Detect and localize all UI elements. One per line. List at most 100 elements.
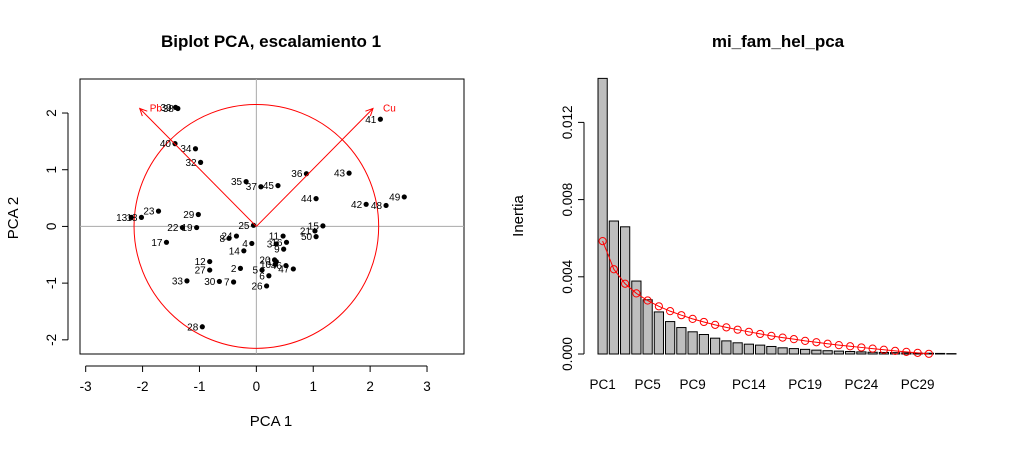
biplot-point (138, 214, 145, 220)
biplot-point-label: 13 (116, 213, 128, 224)
biplot-point (241, 248, 247, 254)
biplot-arrow-label: Pb (150, 103, 163, 114)
biplot-point-label: 17 (151, 238, 163, 249)
biplot-point-label: 5 (252, 266, 258, 277)
biplot-point-label: 12 (195, 257, 207, 268)
biplot-point-label: 9 (274, 245, 280, 256)
biplot-point (346, 170, 352, 176)
screeplot-bar (687, 331, 698, 355)
broken-stick-point (868, 344, 877, 353)
biplot-point-label: 32 (185, 158, 197, 169)
biplot-point-label: 27 (195, 266, 207, 277)
biplot-arrow (139, 108, 257, 227)
screeplot-x-tick-label: PC19 (788, 377, 822, 392)
screeplot-bar (833, 350, 844, 355)
biplot-y-tick-label: 0 (44, 223, 59, 231)
broken-stick-point (767, 331, 776, 340)
screeplot-bar (822, 350, 833, 355)
biplot-y-axis-label: PCA 2 (5, 197, 22, 240)
biplot-x-axis-label: PCA 1 (250, 413, 293, 430)
broken-stick-line (598, 236, 933, 358)
biplot-point (363, 201, 369, 207)
screeplot-bar (935, 352, 946, 355)
screeplot-x-tick-label: PC9 (679, 377, 705, 392)
screeplot-bar (811, 349, 822, 355)
broken-stick-point (823, 339, 832, 348)
biplot-point (266, 273, 272, 279)
broken-stick-point (891, 346, 900, 356)
broken-stick-point (677, 311, 686, 320)
broken-stick-point (632, 289, 641, 298)
broken-stick-point (699, 317, 708, 327)
screeplot-x-tick-label: PC29 (901, 377, 935, 392)
biplot-point-label: 42 (351, 200, 363, 211)
broken-stick-point (834, 341, 843, 350)
screeplot-bar (710, 337, 721, 355)
screeplot-bar (642, 299, 653, 355)
biplot-y-tick-label: -2 (44, 334, 59, 346)
biplot-point-label: 29 (183, 210, 195, 221)
screeplot-bar (732, 342, 743, 355)
broken-stick-point (711, 320, 720, 329)
biplot-point-label: 4 (242, 239, 248, 250)
biplot-point (281, 246, 287, 252)
broken-stick-point (778, 333, 787, 342)
biplot-point (273, 241, 279, 247)
screeplot-bar (608, 220, 619, 355)
biplot-point (128, 214, 134, 220)
biplot-point (198, 159, 204, 165)
screeplot-y-tick-label: 0.004 (560, 259, 575, 293)
biplot-point-label: 20 (259, 255, 271, 266)
broken-stick-point (857, 343, 866, 352)
screeplot-bar (755, 344, 766, 355)
biplot-point (283, 262, 289, 269)
broken-stick-point (744, 327, 753, 336)
biplot-y-tick-label: 1 (44, 166, 59, 174)
biplot-x-tick-label: -2 (137, 379, 149, 394)
biplot-point-label: 46 (271, 261, 283, 272)
screeplot-bar (676, 327, 687, 355)
biplot-point-label: 3 (267, 240, 273, 251)
biplot-point (233, 233, 240, 239)
biplot-point-label: 37 (246, 182, 258, 193)
biplot-point (237, 265, 244, 271)
biplot-point (216, 278, 222, 285)
biplot-point-label: 33 (172, 276, 184, 287)
biplot-arrow-label: Cu (383, 103, 396, 114)
biplot-point-label: 6 (259, 271, 265, 282)
screeplot-bar (800, 348, 811, 355)
biplot-point (243, 179, 249, 185)
biplot-point-label: 34 (180, 144, 192, 155)
biplot-point (249, 240, 255, 247)
broken-stick-point (654, 302, 663, 311)
screeplot-x-tick-label: PC14 (732, 377, 766, 392)
biplot-arrowhead (138, 107, 148, 117)
screeplot-y-tick-label: 0.012 (560, 105, 575, 139)
broken-stick-point (733, 325, 742, 334)
screeplot-title: mi_fam_hel_pca (712, 32, 845, 51)
screeplot-axes: 0.000 0.004 0.008 0.012 PC1 PC5 PC9 PC14 PC19 PC2… (560, 105, 935, 392)
biplot-title: Biplot PCA, escalamiento 1 (161, 32, 381, 51)
biplot-point-label: 38 (163, 104, 175, 115)
biplot-point (231, 279, 237, 285)
broken-stick-point (598, 236, 607, 246)
biplot-point (320, 223, 326, 229)
biplot-x-tick-label: 0 (253, 379, 261, 394)
broken-stick-point (846, 342, 855, 351)
biplot-x-tick-label: -3 (80, 379, 92, 394)
broken-stick-point (666, 307, 675, 316)
biplot-point (313, 234, 319, 240)
screeplot-bar (766, 345, 777, 355)
biplot-point (184, 278, 190, 284)
biplot-point-label: 48 (371, 201, 383, 212)
biplot-y-tick-label: -1 (44, 277, 59, 289)
screeplot-bar (721, 340, 732, 355)
biplot-point-label: 40 (160, 139, 172, 150)
biplot-point (207, 258, 213, 265)
biplot-point (258, 184, 264, 190)
screeplot-x-tick-label: PC5 (634, 377, 660, 392)
screeplot-y-axis-label: Inertia (510, 195, 527, 237)
biplot-point (195, 211, 201, 218)
